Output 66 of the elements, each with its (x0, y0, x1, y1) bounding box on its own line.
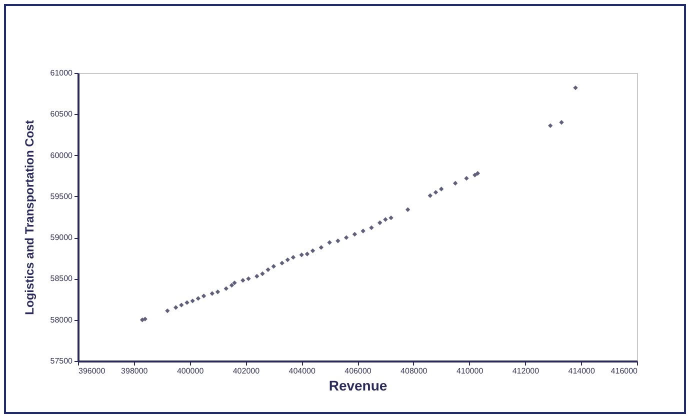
point (210, 291, 215, 296)
point (246, 276, 251, 282)
point (344, 235, 349, 240)
point (173, 305, 178, 310)
point (285, 257, 290, 262)
point (190, 298, 195, 304)
point (352, 232, 358, 237)
point (299, 252, 304, 258)
point (232, 280, 237, 286)
point (201, 294, 206, 298)
point (378, 220, 382, 226)
y-tick-label: 58500 (50, 274, 74, 284)
point (360, 228, 366, 234)
point (142, 316, 148, 322)
point (439, 186, 444, 192)
y-tick-label: 60000 (50, 150, 74, 160)
y-tick-label: 60500 (50, 110, 74, 119)
point (184, 300, 190, 305)
y-tick-label: 59000 (50, 233, 74, 242)
x-tick-label: 406000 (344, 366, 372, 376)
point (254, 274, 260, 279)
point (240, 278, 246, 283)
x-tick-label: 398000 (121, 366, 148, 376)
x-tick-label: 402000 (232, 366, 260, 376)
x-axis-title: Revenue (328, 378, 388, 394)
x-tick-label: 410000 (456, 366, 484, 376)
point (464, 176, 469, 181)
y-tick-label: 61000 (50, 68, 74, 78)
point (573, 85, 578, 90)
point (290, 254, 296, 260)
point (369, 225, 374, 230)
x-tick-label: 412000 (512, 366, 540, 376)
x-tick-label: 414000 (568, 366, 596, 376)
x-tick-label: 416000 (610, 366, 638, 376)
point (452, 180, 458, 186)
point (388, 215, 394, 220)
point (229, 282, 234, 288)
y-axis-title: Logistics and Transportation Cost (22, 120, 36, 315)
y-tick-label: 57500 (50, 356, 74, 366)
y-tick-label: 58000 (50, 315, 74, 324)
point (383, 217, 388, 222)
point (271, 264, 276, 269)
x-tick-label: 408000 (400, 366, 428, 376)
point (224, 286, 228, 291)
point (215, 290, 220, 294)
x-tick-label: 400000 (176, 366, 204, 376)
point (310, 248, 316, 254)
point (475, 171, 480, 176)
x-tick-label: 404000 (288, 366, 316, 376)
point (559, 120, 564, 125)
point (548, 123, 553, 128)
x-tick-label: 396000 (78, 366, 106, 376)
point (405, 207, 410, 212)
y-tick-label: 59500 (50, 192, 74, 201)
point (433, 190, 438, 195)
point (165, 308, 170, 314)
point (428, 193, 433, 198)
point (266, 267, 270, 272)
point (196, 296, 201, 301)
point (304, 252, 310, 256)
point (280, 260, 284, 266)
point (260, 271, 265, 276)
point (327, 240, 332, 245)
point (318, 245, 324, 250)
point (179, 302, 184, 308)
point (336, 238, 340, 244)
